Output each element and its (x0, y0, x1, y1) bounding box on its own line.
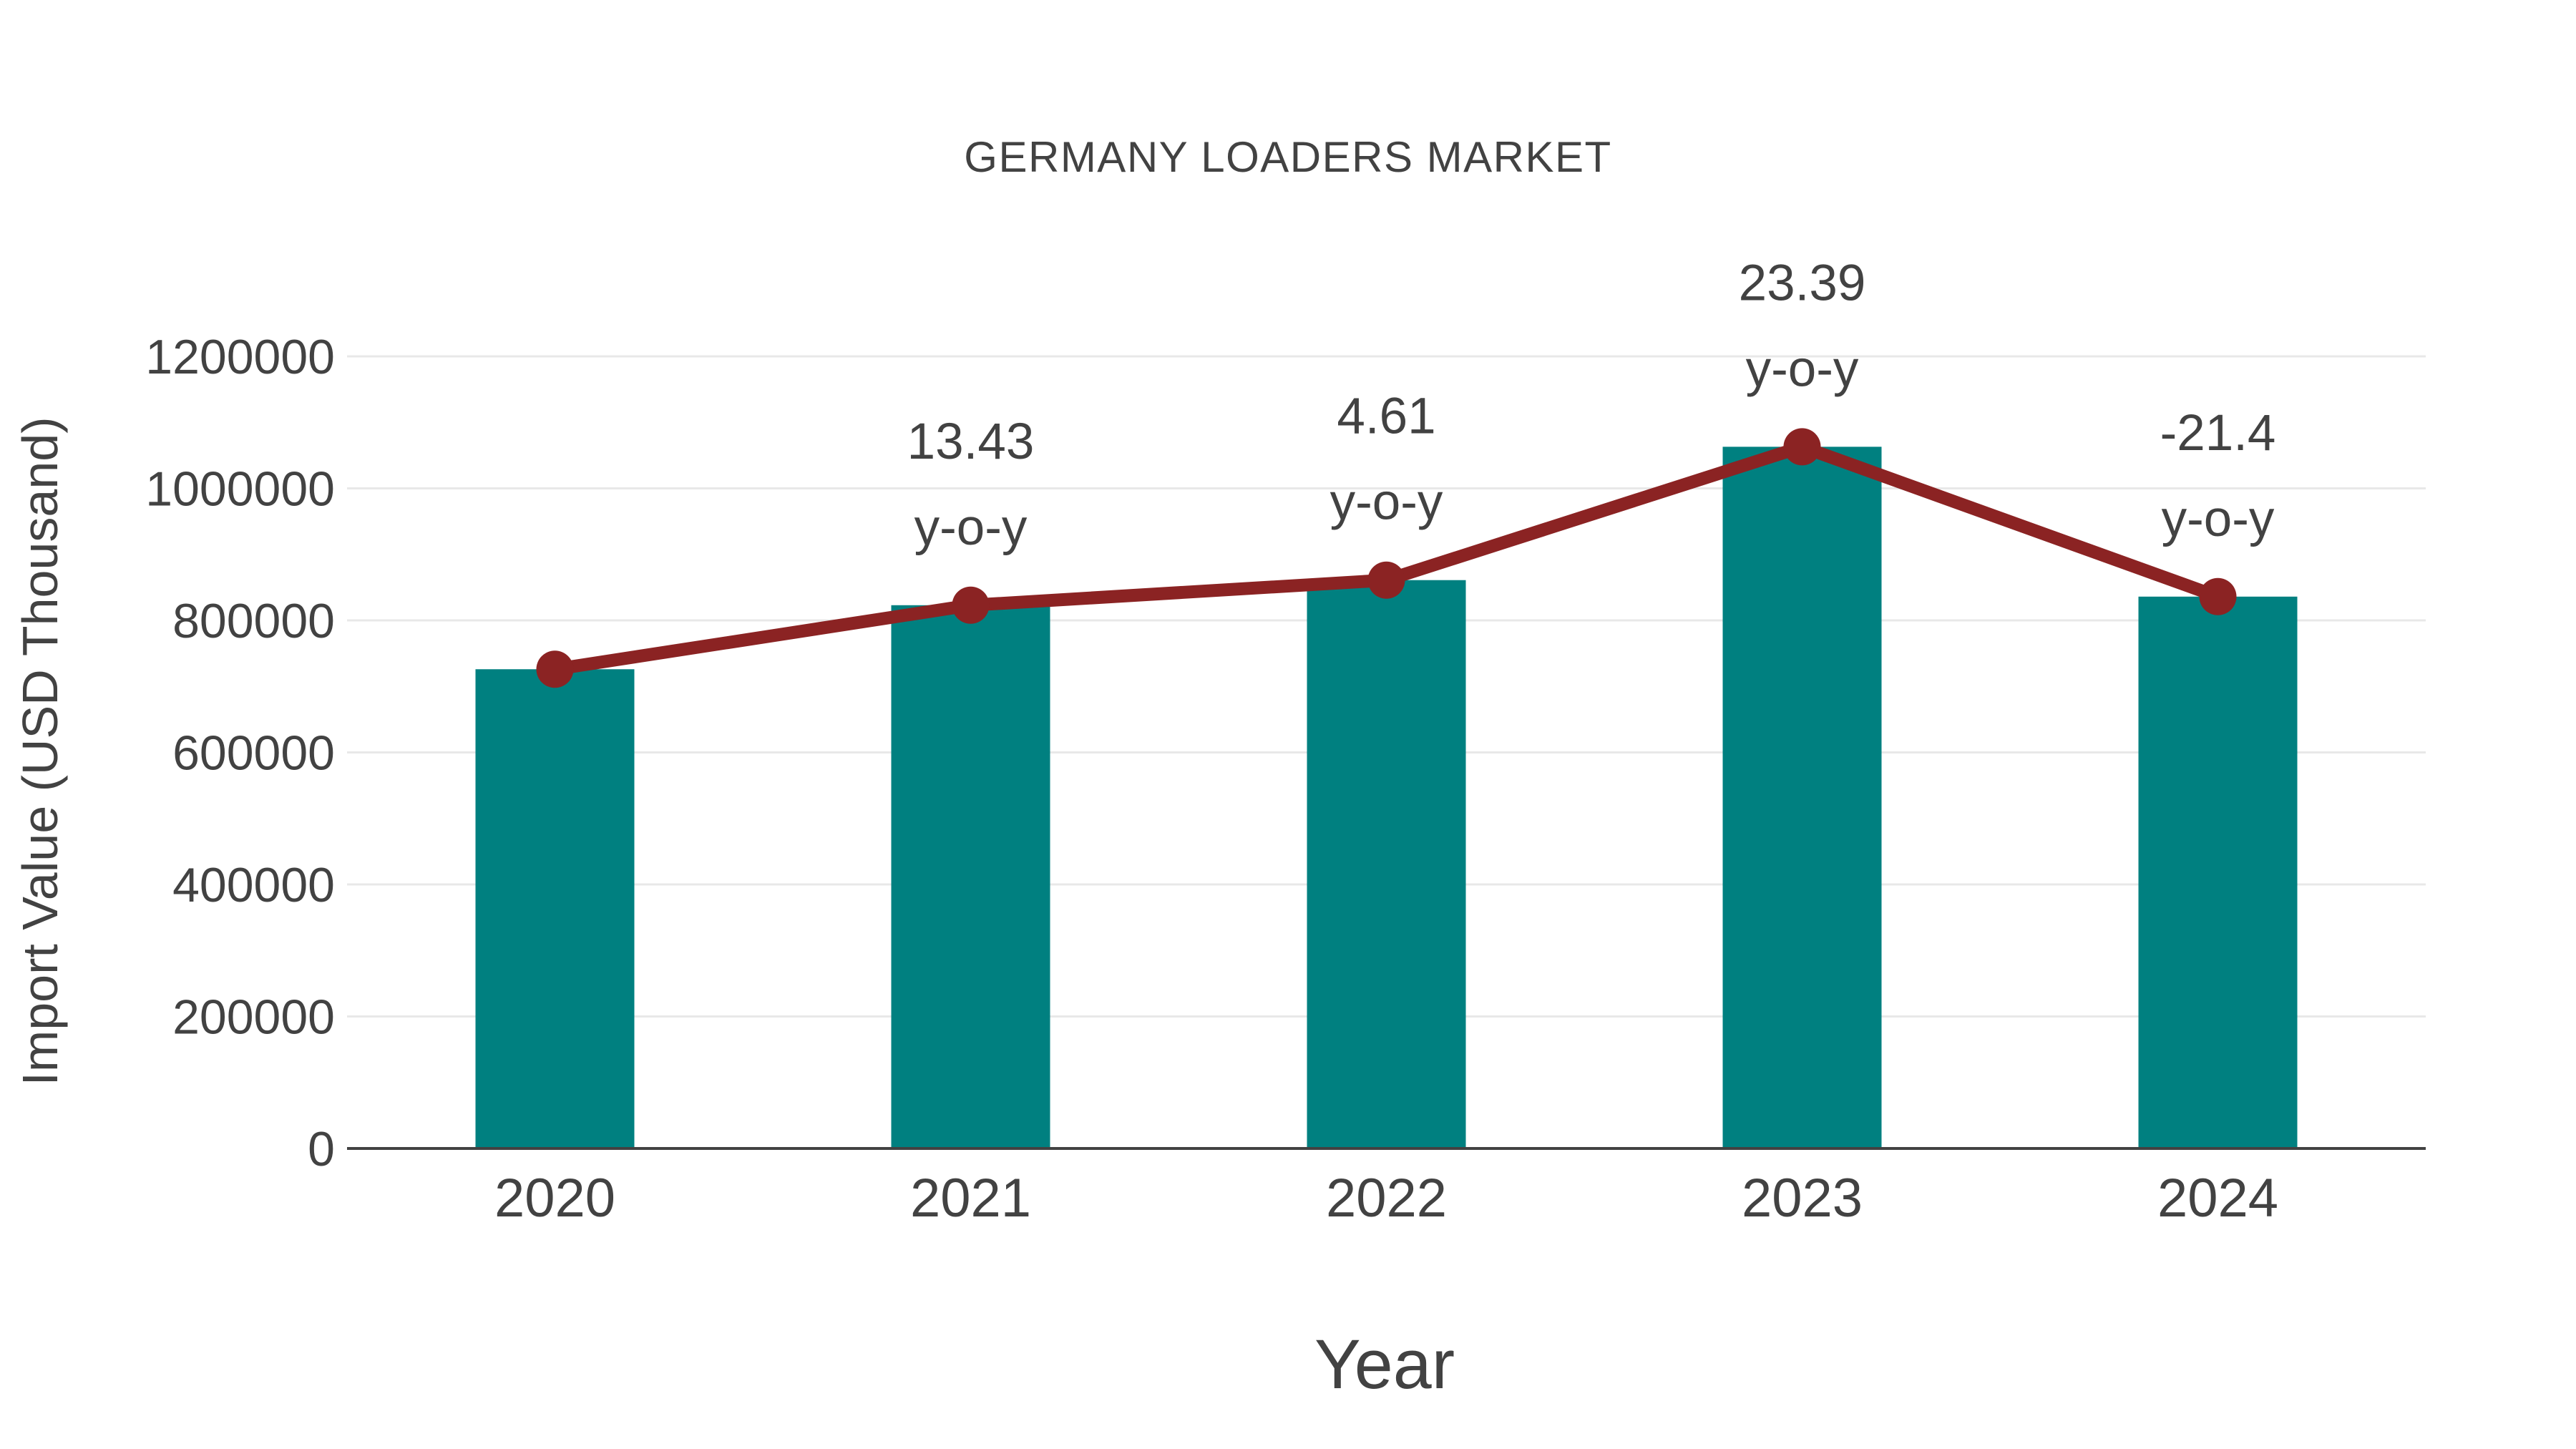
y-tick-label: 1200000 (145, 330, 335, 384)
trend-marker-2022 (1367, 561, 1405, 599)
y-tick-label: 0 (308, 1122, 335, 1176)
y-axis-title: Import Value (USD Thousand) (12, 416, 68, 1085)
x-tick-label: 2024 (2157, 1168, 2278, 1229)
y-tick-label: 1000000 (145, 462, 335, 517)
x-tick-label: 2021 (910, 1168, 1031, 1229)
trend-marker-2021 (952, 586, 990, 624)
y-tick-label: 200000 (172, 990, 335, 1045)
x-tick-label: 2023 (1742, 1168, 1863, 1229)
plot-area: 0 200000 400000 600000 800000 1000000 1200000 2… (145, 255, 2426, 1229)
trend-marker-2020 (536, 650, 574, 688)
annotation-value: 4.61 (1337, 389, 1435, 445)
annotation-value: -21.4 (2160, 405, 2276, 462)
trend-marker-2023 (1783, 428, 1821, 466)
y-tick-label: 600000 (172, 726, 335, 781)
bar-2022 (1307, 580, 1466, 1148)
annotation-unit: y-o-y (2162, 491, 2275, 547)
x-tick-label: 2022 (1326, 1168, 1447, 1229)
annotation-value: 23.39 (1739, 255, 1866, 311)
bar-2021 (891, 605, 1050, 1148)
chart-title: GERMANY LOADERS MARKET (964, 133, 1611, 181)
annotation-unit: y-o-y (914, 499, 1028, 556)
trend-marker-2024 (2199, 577, 2237, 615)
annotation-unit: y-o-y (1330, 474, 1443, 531)
annotation-value: 13.43 (907, 414, 1035, 470)
x-tick-label: 2020 (494, 1168, 615, 1229)
x-axis-title: Year (1314, 1325, 1455, 1403)
y-tick-label: 400000 (172, 858, 335, 912)
annotation-unit: y-o-y (1746, 341, 1859, 397)
bar-2023 (1722, 447, 1882, 1148)
bar-2020 (475, 669, 635, 1148)
y-tick-label: 800000 (172, 594, 335, 648)
bar-2024 (2138, 596, 2298, 1148)
